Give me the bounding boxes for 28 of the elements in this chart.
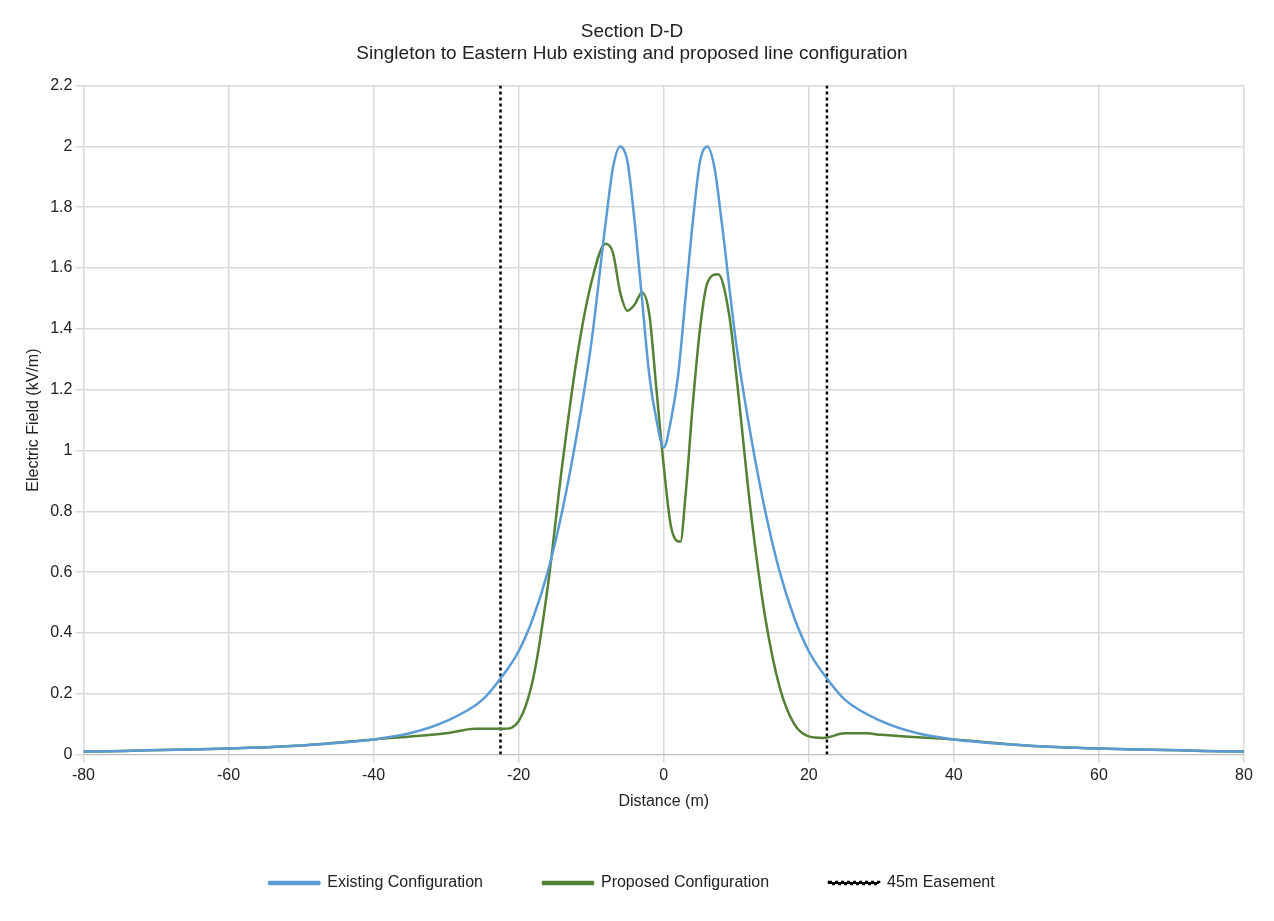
y-tick-label: 1.8 xyxy=(50,197,73,215)
x-tick-label: 60 xyxy=(1090,765,1108,783)
legend-label: Existing Configuration xyxy=(327,873,483,891)
x-axis-title: Distance (m) xyxy=(618,791,710,809)
y-tick-label: 0.8 xyxy=(50,501,73,519)
y-tick-label: 0.6 xyxy=(50,562,73,580)
y-tick-label: 1.4 xyxy=(50,319,73,337)
y-tick-label: 2 xyxy=(63,136,73,154)
x-tick-label: 20 xyxy=(799,765,818,783)
y-tick-label: 1 xyxy=(63,440,73,458)
y-tick-label: 0 xyxy=(63,745,73,763)
y-tick-label: 0.2 xyxy=(50,684,73,702)
chart-title: Section D-D xyxy=(580,19,684,41)
x-tick-label: 40 xyxy=(944,765,963,783)
y-tick-label: 2.2 xyxy=(50,76,73,94)
legend-label: Proposed Configuration xyxy=(600,873,770,891)
x-tick-label: -20 xyxy=(507,765,531,783)
y-tick-label: 1.2 xyxy=(50,380,73,398)
x-tick-label: 0 xyxy=(659,765,669,783)
x-tick-label: -60 xyxy=(216,765,241,783)
x-tick-label: 80 xyxy=(1235,765,1253,783)
x-tick-label: -40 xyxy=(362,765,386,783)
y-tick-label: 1.6 xyxy=(50,258,73,276)
chart-subtitle: Singleton to Eastern Hub existing and proposed line configuration xyxy=(356,42,908,64)
x-tick-label: -80 xyxy=(71,765,96,783)
y-tick-label: 0.4 xyxy=(50,623,73,641)
y-axis-title: Electric Field (kV/m) xyxy=(24,348,42,492)
legend-label: 45m Easement xyxy=(887,873,996,891)
